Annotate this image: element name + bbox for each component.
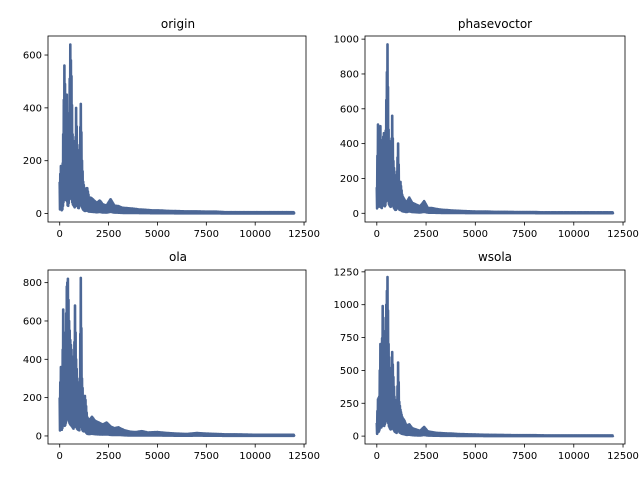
y-tick-label: 200 [340, 174, 359, 185]
x-tick-label: 0 [57, 229, 63, 240]
x-tick-label: 2500 [413, 451, 438, 462]
series-line [375, 43, 615, 215]
subplot-title: ola [169, 250, 187, 264]
y-tick-label: 600 [23, 316, 42, 327]
x-tick-label: 0 [374, 451, 380, 462]
plot-area: 0 2500 5000 7500 10000 12500 0 200 400 600 800 [23, 269, 320, 462]
y-tick-label: 200 [23, 393, 42, 404]
x-tick-label: 0 [57, 451, 63, 462]
subplot-title: origin [161, 17, 195, 31]
y-tick-label: 1000 [334, 300, 359, 311]
y-tick-label: 1250 [334, 267, 359, 278]
axes-frame [364, 269, 626, 445]
subplot-title: phasevoctor [458, 17, 532, 31]
y-tick-label: 600 [340, 104, 359, 115]
x-tick-label: 12500 [288, 451, 320, 462]
y-tick-label: 0 [353, 209, 359, 220]
series-line [375, 275, 615, 438]
series-line [58, 276, 296, 438]
x-tick-label: 12500 [288, 229, 320, 240]
x-tick-label: 12500 [607, 229, 639, 240]
y-tick-label: 0 [36, 431, 42, 442]
axes-frame [47, 269, 307, 445]
y-tick-label: 0 [36, 209, 42, 220]
y-tick-label: 0 [353, 432, 359, 443]
x-tick-label: 5000 [145, 229, 170, 240]
plot-area: 0 2500 5000 7500 10000 12500 0 200 400 600 [23, 35, 320, 240]
x-tick-label: 2500 [413, 229, 438, 240]
y-tick-label: 500 [340, 366, 359, 377]
x-tick-label: 10000 [239, 229, 271, 240]
x-tick-label: 2500 [96, 229, 121, 240]
subplot-ola: ola 0 2500 5000 7500 10000 12500 0 200 400 600 800 [23, 250, 320, 462]
x-tick-label: 7500 [194, 229, 219, 240]
y-tick-label: 200 [23, 156, 42, 167]
subplot-title: wsola [478, 250, 512, 264]
y-tick-label: 1000 [334, 35, 359, 46]
subplot-origin: origin 0 2500 5000 7500 10000 12500 0 200 400 600 [23, 17, 320, 240]
x-tick-label: 12500 [607, 451, 639, 462]
y-tick-label: 400 [23, 103, 42, 114]
x-tick-label: 10000 [239, 451, 271, 462]
x-tick-label: 5000 [463, 229, 488, 240]
x-tick-label: 7500 [194, 451, 219, 462]
y-tick-label: 400 [23, 355, 42, 366]
x-tick-label: 7500 [512, 229, 537, 240]
y-tick-label: 750 [340, 333, 359, 344]
x-tick-label: 5000 [463, 451, 488, 462]
subplot-wsola: wsola 0 2500 5000 7500 10000 12500 0 250 500 750 1… [334, 250, 639, 462]
series-line [58, 43, 296, 215]
x-tick-label: 10000 [558, 451, 590, 462]
x-tick-label: 10000 [558, 229, 590, 240]
y-tick-label: 800 [340, 69, 359, 80]
subplot-phasevoctor: phasevoctor 0 2500 5000 7500 10000 12500 0 200 4… [334, 17, 639, 240]
x-tick-label: 5000 [145, 451, 170, 462]
x-tick-label: 0 [374, 229, 380, 240]
axes-frame [47, 35, 307, 223]
plot-area: 0 2500 5000 7500 10000 12500 0 200 400 600 800 1000 [334, 35, 639, 240]
x-tick-label: 2500 [96, 451, 121, 462]
plot-area: 0 2500 5000 7500 10000 12500 0 250 500 750 1000 125… [334, 267, 639, 462]
y-tick-label: 400 [340, 139, 359, 150]
axes-frame [364, 35, 626, 223]
y-tick-label: 600 [23, 51, 42, 62]
y-tick-label: 250 [340, 399, 359, 410]
y-tick-label: 800 [23, 278, 42, 289]
x-tick-label: 7500 [512, 451, 537, 462]
